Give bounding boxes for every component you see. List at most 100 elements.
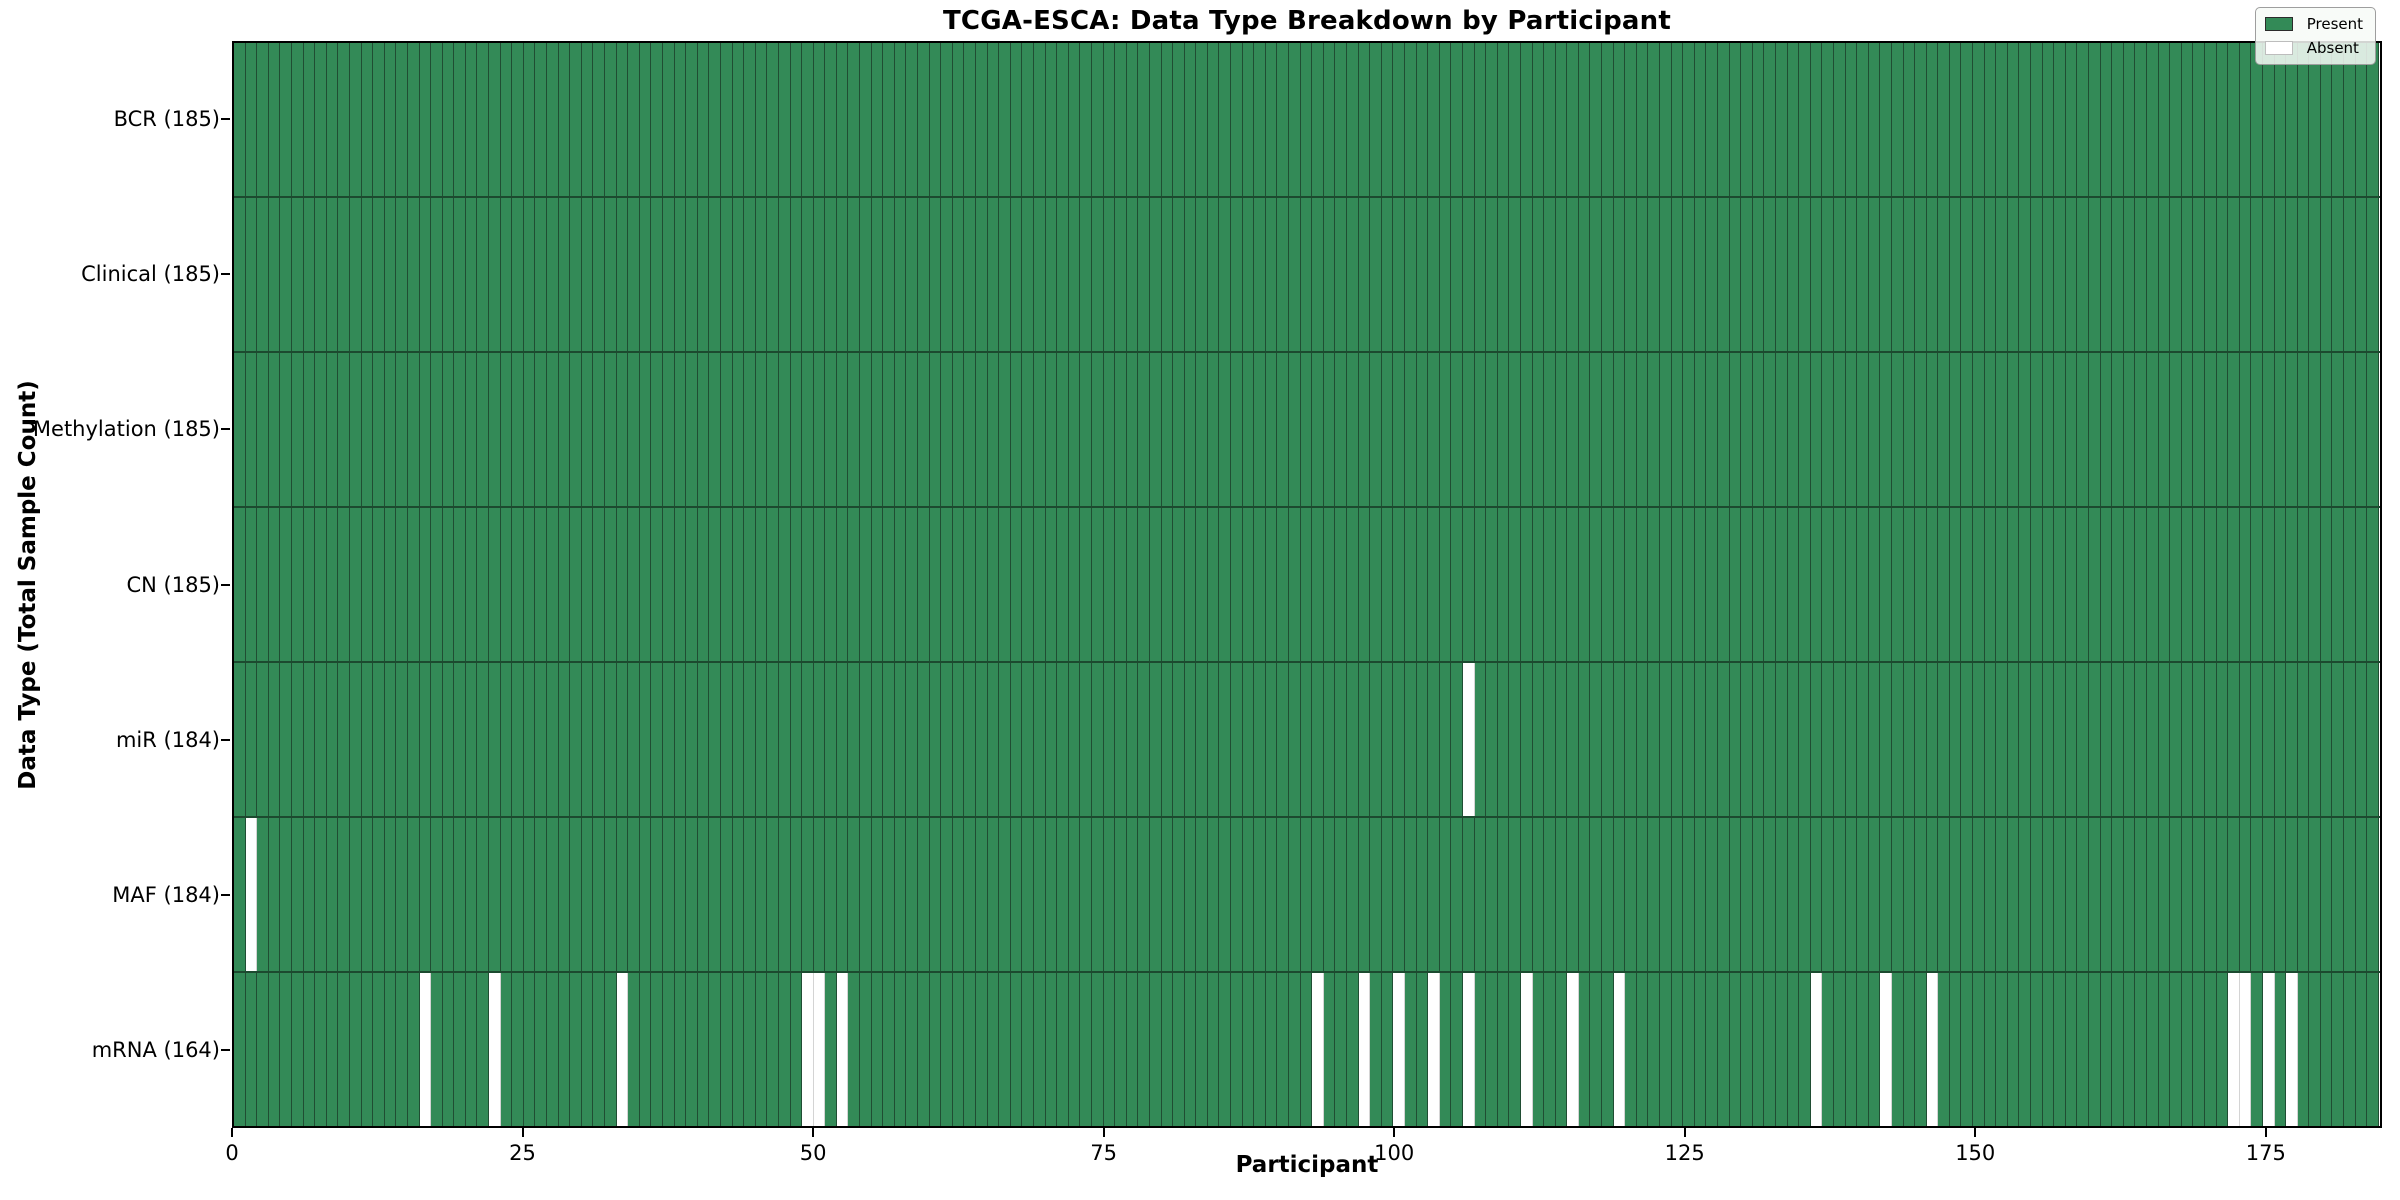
cell-present: [2355, 818, 2368, 971]
cell-present: [848, 663, 861, 816]
cell-present: [500, 43, 513, 196]
cell-present: [581, 973, 594, 1126]
cell-present: [755, 973, 768, 1126]
cell-present: [1520, 818, 1533, 971]
cell-present: [338, 818, 350, 971]
cell-present: [1323, 973, 1336, 1126]
cell-present: [1335, 43, 1347, 196]
cell-present: [234, 43, 246, 196]
cell-present: [2228, 353, 2240, 506]
cell-present: [2089, 198, 2101, 351]
cell-present: [2089, 973, 2101, 1126]
cell-present: [2216, 43, 2229, 196]
cell-present: [1567, 198, 1579, 351]
cell-present: [1486, 818, 1498, 971]
cell-present: [767, 973, 779, 1126]
cell-present: [1532, 353, 1545, 506]
cell-present: [1590, 43, 1603, 196]
cell-present: [871, 198, 884, 351]
x-tick-label: 100: [1374, 1141, 1415, 1165]
cell-present: [1323, 508, 1336, 661]
cell-present: [1961, 818, 1974, 971]
cell-present: [1196, 818, 1208, 971]
cell-present: [454, 663, 466, 816]
cell-present: [245, 198, 258, 351]
cell-present: [813, 198, 826, 351]
cell-present: [1497, 198, 1510, 351]
cell-present: [1903, 353, 1916, 506]
cell-present: [2274, 198, 2287, 351]
cell-present: [1428, 508, 1440, 661]
cell-present: [813, 508, 826, 661]
cell-present: [2123, 198, 2136, 351]
cell-present: [1938, 198, 1950, 351]
cell-present: [651, 973, 663, 1126]
cell-present: [2216, 353, 2229, 506]
cell-present: [303, 973, 316, 1126]
cell-present: [1775, 43, 1788, 196]
cell-present: [2077, 973, 2089, 1126]
cell-present: [2112, 353, 2124, 506]
cell-present: [929, 973, 942, 1126]
cell-present: [1694, 198, 1707, 351]
cell-present: [523, 973, 536, 1126]
cell-present: [1602, 508, 1614, 661]
cell-present: [2112, 973, 2124, 1126]
cell-present: [1231, 43, 1243, 196]
cell-present: [570, 353, 582, 506]
cell-present: [1196, 353, 1208, 506]
cell-present: [1254, 353, 1266, 506]
cell-present: [2181, 508, 2194, 661]
cell-present: [2170, 663, 2182, 816]
cell-present: [1451, 508, 1463, 661]
cell-present: [987, 198, 1000, 351]
cell-present: [2181, 818, 2194, 971]
cell-present: [2077, 663, 2089, 816]
cell-present: [1393, 508, 1405, 661]
cell-present: [1300, 818, 1313, 971]
cell-present: [407, 973, 420, 1126]
cell-present: [2228, 198, 2240, 351]
cell-present: [2007, 353, 2020, 506]
cell-present: [1857, 43, 1869, 196]
cell-present: [918, 818, 930, 971]
cell-present: [1358, 818, 1371, 971]
cell-present: [651, 818, 663, 971]
cell-present: [813, 818, 826, 971]
matrix-row: [234, 508, 2380, 663]
cell-present: [1961, 663, 1974, 816]
cell-present: [1891, 43, 1904, 196]
cell-present: [999, 818, 1011, 971]
cell-present: [361, 973, 374, 1126]
cell-present: [1149, 818, 1162, 971]
cell-present: [1775, 353, 1788, 506]
cell-present: [1822, 508, 1834, 661]
cell-present: [1741, 353, 1753, 506]
cell-present: [1358, 43, 1371, 196]
cell-present: [2031, 43, 2043, 196]
cell-present: [1347, 198, 1359, 351]
matrix-row: [234, 198, 2380, 353]
y-tick: [221, 1049, 230, 1052]
cell-present: [349, 663, 362, 816]
cell-present: [1138, 818, 1150, 971]
cell-present: [234, 663, 246, 816]
cell-present: [349, 353, 362, 506]
cell-present: [2251, 198, 2263, 351]
cell-present: [1428, 43, 1440, 196]
cell-present: [442, 818, 455, 971]
cell-present: [558, 508, 571, 661]
cell-present: [1439, 198, 1452, 351]
cell-present: [767, 353, 779, 506]
cell-present: [605, 353, 617, 506]
cell-present: [315, 353, 327, 506]
cell-present: [836, 818, 849, 971]
cell-present: [1845, 43, 1858, 196]
cell-present: [1393, 818, 1405, 971]
legend-present-swatch-icon: [2264, 17, 2293, 31]
cell-present: [1416, 818, 1429, 971]
cell-present: [802, 663, 814, 816]
cell-present: [2065, 198, 2078, 351]
cell-present: [1660, 973, 1672, 1126]
cell-present: [419, 663, 432, 816]
